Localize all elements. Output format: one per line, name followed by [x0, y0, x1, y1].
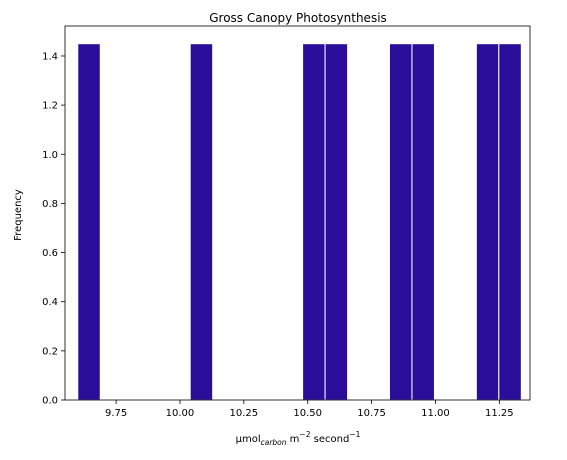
y-tick-label: 0.2 — [42, 346, 58, 357]
y-tick-label: 0.8 — [42, 199, 58, 210]
x-tick-label: 10.00 — [166, 408, 195, 419]
y-axis: 0.0 0.2 0.4 0.6 0.8 1.0 1.2 1.4 — [42, 51, 65, 407]
x-label-sub: carbon — [261, 438, 287, 447]
y-tick-label: 1.4 — [42, 51, 58, 62]
y-tick-label: 0.0 — [42, 396, 58, 407]
x-tick-label: 11.00 — [421, 408, 450, 419]
histogram-bar-5 — [388, 43, 413, 401]
x-label-sup2: −1 — [349, 430, 360, 439]
x-tick-label: 11.25 — [485, 408, 514, 419]
histogram-bar-4 — [324, 43, 349, 401]
histogram-bar-3 — [302, 43, 326, 401]
x-axis: 9.75 10.00 10.25 10.50 10.75 11.00 11.25 — [105, 400, 514, 419]
y-axis-label: Frequency — [13, 189, 24, 241]
x-label-mid: m — [287, 434, 300, 445]
histogram-bar-2 — [189, 43, 214, 401]
y-tick-label: 1.0 — [42, 150, 58, 161]
x-label-sup1: −2 — [299, 430, 310, 439]
x-tick-label: 10.50 — [293, 408, 322, 419]
x-label-base: μmol — [236, 434, 261, 445]
y-tick-label: 0.6 — [42, 248, 58, 259]
x-tick-label: 10.75 — [357, 408, 386, 419]
histogram-bar-6 — [411, 43, 435, 401]
chart-title: Gross Canopy Photosynthesis — [209, 11, 387, 25]
x-tick-label: 9.75 — [105, 408, 127, 419]
histogram-bar-8 — [498, 43, 522, 401]
histogram-bar-7 — [475, 43, 500, 401]
x-tick-label: 10.25 — [230, 408, 259, 419]
y-tick-label: 1.2 — [42, 101, 58, 112]
x-axis-label: μmolcarbon m−2 second−1 — [236, 430, 361, 447]
x-label-tail: second — [310, 434, 349, 445]
y-tick-label: 0.4 — [42, 297, 58, 308]
plot-frame — [64, 25, 531, 401]
histogram-bar-1 — [77, 43, 101, 401]
bars-group — [77, 43, 522, 401]
